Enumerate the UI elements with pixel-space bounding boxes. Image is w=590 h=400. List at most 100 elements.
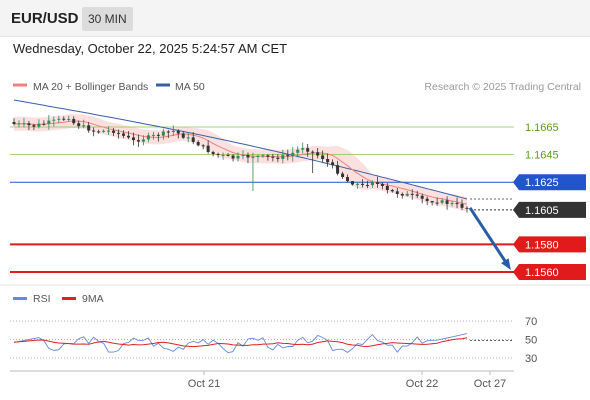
candle [176,129,180,139]
candle-body [326,159,330,163]
candle-body [241,155,245,157]
candle-body [455,203,459,205]
candle [306,143,310,157]
candle [87,121,91,133]
ma20-legend-swatch [13,83,27,87]
candle [465,206,469,213]
candle [246,152,250,164]
candle-body [360,183,364,185]
rsi-tick-50: 50 [525,335,537,347]
rsi-line [13,333,468,354]
candle-body [97,131,101,133]
candle-body [122,133,126,136]
candle [82,119,86,129]
candle-body [435,202,439,204]
candle-body [226,154,230,156]
candle [107,126,111,136]
candle [450,201,454,207]
candle-body [336,165,340,174]
bollinger-bands [14,114,467,212]
candle [216,152,220,158]
candle [52,116,56,127]
candle-body [62,118,66,120]
candle [405,190,409,197]
candle-body [266,155,270,157]
candle-body [151,134,155,136]
time-tick-label: Oct 22 [406,378,438,390]
candle-body [385,186,389,191]
candle-body [281,155,285,159]
candle [236,152,240,162]
candle [380,182,384,190]
candle-body [87,125,91,131]
candle-body [445,200,449,204]
candle [331,159,335,169]
candle [271,153,275,162]
candle-body [156,134,160,136]
candle [321,150,325,163]
candle-body [301,148,305,150]
candle-body [181,133,185,138]
candle-body [276,157,280,159]
candle [430,200,434,206]
currency-pair: EUR/USD [11,10,79,27]
candle [365,180,369,189]
candle [117,129,121,139]
candle-body [370,182,374,186]
rsi-ma-line [13,337,468,348]
candle-body [127,135,130,138]
candle [151,131,155,140]
candle [291,146,295,162]
level-tag-1.1560 [513,264,586,280]
candle [136,134,140,147]
timeframe-badge[interactable]: 30 MIN [82,7,133,31]
candle-body [465,207,469,209]
candle-body [375,182,379,185]
candle [420,193,424,204]
candle-body [425,198,429,201]
candle [62,116,66,122]
candle-body [410,193,414,195]
candle [251,152,255,191]
candle-body [256,155,260,157]
candle-body [206,145,210,152]
forecast-arrow [468,207,511,270]
candle [211,150,215,157]
candle-body [171,130,175,133]
candle [360,179,364,188]
candle-body [166,131,170,133]
candlesticks [12,114,469,213]
ma50-legend-swatch [156,83,170,87]
candle-body [400,193,404,196]
candle-body [450,203,454,205]
candle-body [306,148,310,152]
ma20-line [13,120,468,205]
candle [201,144,205,150]
candle [316,147,320,159]
candle-body [107,130,111,132]
level-label-1.1560: 1.1560 [525,267,559,279]
rsi-ma-legend-swatch [62,297,76,300]
timestamp: Wednesday, October 22, 2025 5:24:57 AM C… [13,41,288,56]
level-tag-1.1605 [513,201,586,218]
candle [102,129,106,133]
forecast-arrow-head [501,258,511,270]
candle-body [27,123,31,126]
candle-body [365,184,369,186]
candle-body [52,119,56,121]
candle [92,127,96,137]
candle-body [221,154,225,156]
candle [326,153,330,167]
candle [375,176,379,188]
candle-body [186,137,190,139]
candle-body [176,130,180,134]
candle-body [390,190,394,192]
candle [410,189,414,200]
candle [127,131,130,140]
candle-body [57,118,61,120]
ma50-line [13,99,468,200]
candle-body [32,125,36,127]
chart-header: EUR/USD 30 MIN [0,0,590,37]
rsi-panel: 70 50 30 [10,316,537,365]
